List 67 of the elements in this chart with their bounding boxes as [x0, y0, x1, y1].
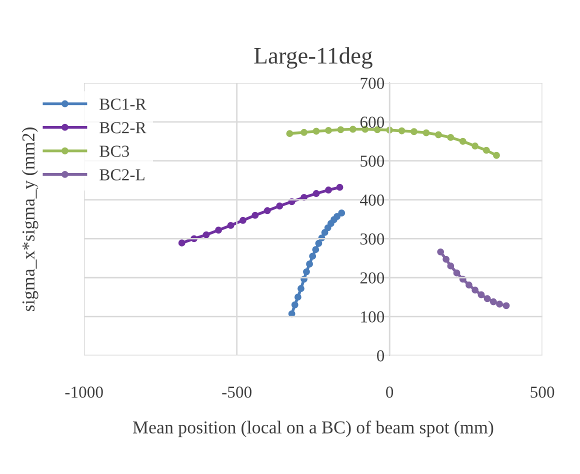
point	[286, 130, 294, 138]
point	[447, 262, 454, 270]
point	[338, 210, 346, 216]
point	[472, 286, 479, 294]
x-tick-label: -500	[222, 386, 252, 398]
legend-label: BC2-L	[100, 169, 144, 180]
point	[315, 240, 322, 247]
point	[434, 131, 442, 138]
point	[298, 285, 304, 292]
y-tick-label: 500	[360, 156, 384, 167]
point	[482, 146, 490, 154]
point	[202, 231, 210, 238]
point	[437, 248, 444, 256]
point	[478, 291, 485, 298]
point	[309, 252, 316, 260]
point	[496, 300, 504, 308]
x-tick-label: 0	[386, 386, 394, 398]
point	[459, 138, 466, 145]
point	[334, 213, 340, 220]
legend-label: BC1-R	[100, 98, 146, 110]
point	[300, 128, 308, 136]
point	[349, 126, 356, 133]
y-tick-label: 0	[377, 350, 384, 362]
point	[321, 228, 328, 236]
y-tick-label: 400	[360, 194, 384, 206]
point	[453, 269, 460, 276]
point	[336, 184, 344, 191]
point	[227, 222, 234, 229]
point	[490, 298, 497, 306]
point	[447, 134, 454, 141]
point	[502, 302, 510, 310]
y-tick-label: 200	[360, 272, 384, 284]
point	[337, 126, 344, 134]
legend-label: BC2-R	[100, 122, 146, 134]
point	[312, 128, 320, 135]
point	[264, 207, 271, 214]
chart-title: Large-11deg	[254, 47, 372, 69]
legend-label: BC3	[100, 146, 130, 157]
point	[325, 186, 332, 194]
point	[276, 202, 284, 210]
point	[303, 268, 310, 276]
point	[484, 295, 491, 302]
point	[472, 142, 479, 150]
point	[215, 226, 222, 234]
point	[325, 126, 332, 134]
point	[306, 260, 314, 268]
point	[312, 190, 320, 197]
point	[422, 129, 430, 136]
point	[442, 256, 450, 263]
point	[291, 301, 298, 308]
point	[294, 294, 302, 301]
y-axis-title: sigma_x*sigma_y (mm2)	[22, 127, 38, 312]
x-tick-label: 500	[530, 386, 554, 398]
x-tick-label: -1000	[65, 386, 103, 398]
y-tick-label: 100	[361, 311, 384, 323]
point	[410, 128, 418, 136]
point	[312, 246, 320, 254]
point	[493, 152, 500, 159]
point	[178, 240, 186, 246]
x-axis-title: Mean position (local on a BC) of beam spot (mm)	[132, 420, 494, 438]
y-tick-label: 600	[360, 116, 384, 128]
y-tick-label: 300	[360, 233, 384, 245]
point	[466, 282, 472, 288]
point	[239, 216, 246, 224]
point	[252, 212, 259, 219]
y-tick-label: 700	[360, 78, 384, 89]
point	[398, 127, 406, 134]
